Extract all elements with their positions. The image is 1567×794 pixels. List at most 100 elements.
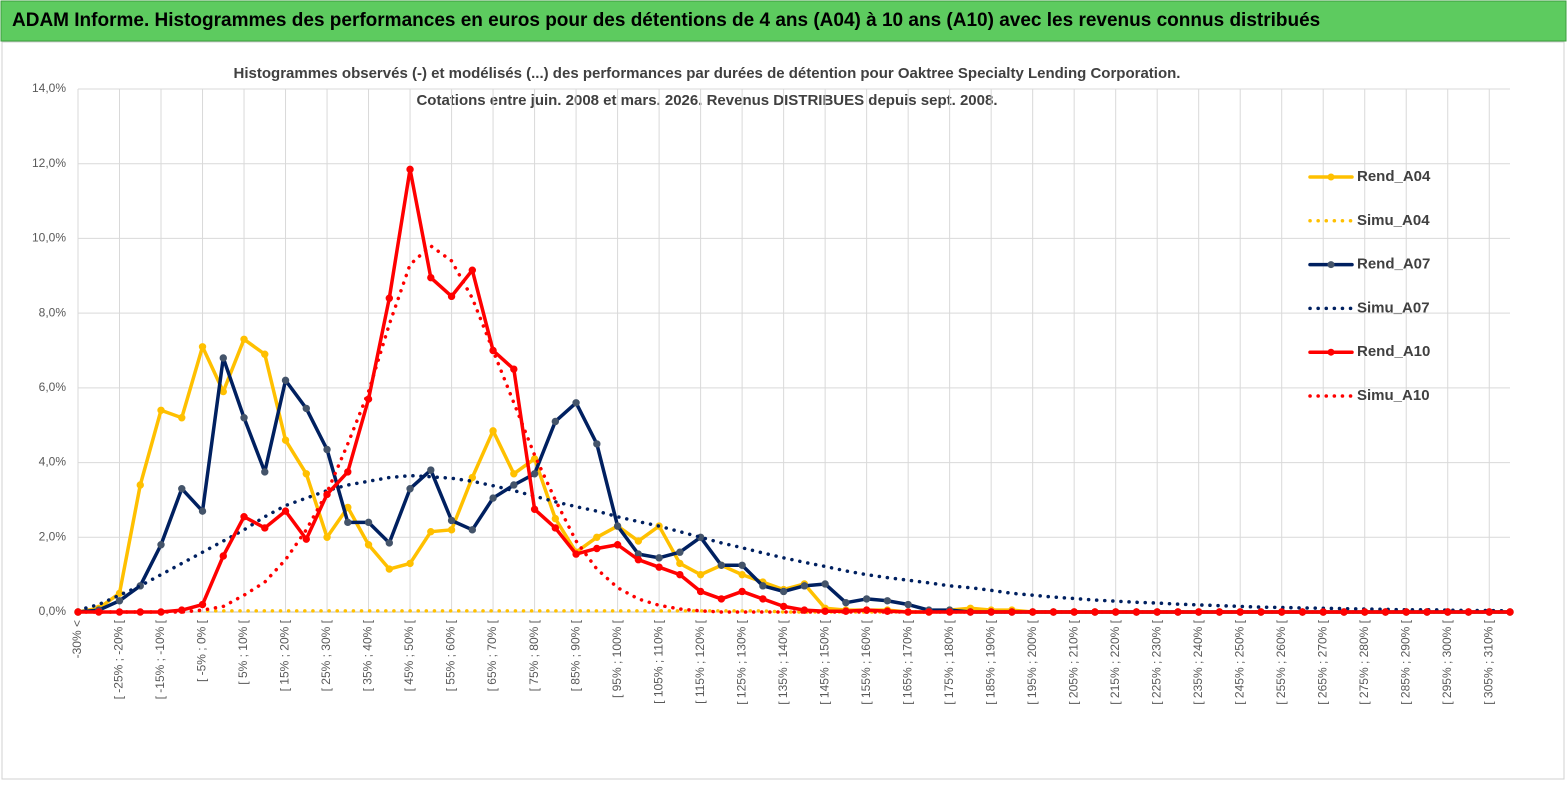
data-point xyxy=(468,266,477,274)
data-point xyxy=(219,354,227,362)
y-tick-label: 14,0% xyxy=(32,81,66,95)
data-point xyxy=(738,587,746,596)
data-point xyxy=(551,417,560,426)
data-point xyxy=(842,598,850,607)
data-point xyxy=(302,404,310,413)
x-tick-label: [ 305% ; 310% [ xyxy=(1481,619,1495,704)
data-point xyxy=(489,494,497,502)
data-point xyxy=(510,365,518,373)
legend-marker xyxy=(1327,173,1335,181)
data-point xyxy=(198,600,207,609)
y-tick-label: 0,0% xyxy=(39,604,67,618)
data-point xyxy=(447,516,456,525)
data-point xyxy=(572,550,580,558)
data-point xyxy=(240,335,248,343)
data-point xyxy=(655,563,663,571)
data-point xyxy=(613,541,622,549)
data-point xyxy=(717,561,726,570)
data-point xyxy=(281,507,290,515)
header-bar xyxy=(0,0,1567,42)
data-point xyxy=(198,507,207,515)
legend-label: Rend_A07 xyxy=(1357,256,1430,273)
x-tick-label: [ 105% ; 110% [ xyxy=(651,619,665,703)
data-point xyxy=(613,522,622,530)
data-point xyxy=(489,427,497,435)
x-tick-label: [ 115% ; 120% [ xyxy=(693,619,707,703)
x-tick-label: [ 215% ; 220% [ xyxy=(1108,619,1122,704)
x-tick-label: [ 285% ; 290% [ xyxy=(1398,619,1412,704)
x-tick-label: [ 155% ; 160% [ xyxy=(859,619,873,704)
data-point xyxy=(427,273,435,282)
data-point xyxy=(427,527,435,536)
x-tick-label: [ 85% ; 90% [ xyxy=(568,619,582,691)
x-tick-label: [ 65% ; 70% [ xyxy=(485,619,499,691)
data-point xyxy=(510,470,518,478)
legend-marker xyxy=(1327,348,1335,356)
data-point xyxy=(447,292,456,301)
data-point xyxy=(593,533,601,541)
data-point xyxy=(302,470,310,478)
x-tick-label: [ 265% ; 270% [ xyxy=(1315,619,1329,704)
data-point xyxy=(344,468,352,476)
x-tick-label: [ 95% ; 100% [ xyxy=(610,619,624,698)
x-tick-label: [ 25% ; 30% [ xyxy=(319,619,333,691)
x-tick-label: [ 225% ; 230% [ xyxy=(1149,619,1163,704)
x-tick-label: [ 165% ; 170% [ xyxy=(900,619,914,704)
x-tick-label: [ 45% ; 50% [ xyxy=(402,619,416,691)
data-point xyxy=(240,513,248,521)
data-point xyxy=(572,399,580,407)
y-tick-label: 8,0% xyxy=(39,305,67,319)
legend-label: Rend_A04 xyxy=(1357,168,1431,185)
x-tick-label: [ 205% ; 210% [ xyxy=(1066,619,1080,704)
data-point xyxy=(406,559,414,568)
data-point xyxy=(115,597,124,605)
data-point xyxy=(447,526,456,534)
data-point xyxy=(696,570,705,579)
data-point xyxy=(738,570,746,579)
x-tick-label: [ 55% ; 60% [ xyxy=(444,619,458,691)
x-tick-label: [ 245% ; 250% [ xyxy=(1232,619,1246,704)
data-point xyxy=(883,607,892,615)
x-tick-label: [ -15% ; -10% [ xyxy=(153,619,167,699)
series-line xyxy=(76,244,1512,614)
y-tick-label: 2,0% xyxy=(39,529,67,543)
data-point xyxy=(261,468,269,476)
y-tick-label: 12,0% xyxy=(32,156,66,170)
data-point xyxy=(883,597,892,605)
data-point xyxy=(385,294,394,302)
y-tick-label: 4,0% xyxy=(39,455,67,469)
data-point xyxy=(261,350,269,358)
data-point xyxy=(655,554,663,562)
data-point xyxy=(676,570,684,579)
chart-border xyxy=(1,41,1565,780)
data-point xyxy=(904,600,912,609)
x-tick-label: [ 255% ; 260% [ xyxy=(1274,619,1288,704)
data-point xyxy=(634,537,643,545)
data-point xyxy=(800,582,809,590)
data-point xyxy=(178,485,186,493)
x-tick-label: [ -5% ; 0% [ xyxy=(195,619,209,682)
data-point xyxy=(323,445,331,454)
data-point xyxy=(676,548,684,556)
data-point xyxy=(406,485,414,493)
y-tick-label: 10,0% xyxy=(32,231,66,245)
data-point xyxy=(551,524,560,532)
data-point xyxy=(468,526,477,534)
data-point xyxy=(738,561,746,570)
x-tick-label: [ 235% ; 240% [ xyxy=(1191,619,1205,704)
legend-label: Simu_A10 xyxy=(1357,387,1430,404)
data-point xyxy=(261,524,269,532)
data-point xyxy=(136,481,144,489)
series-line xyxy=(76,473,1512,613)
data-point xyxy=(385,539,394,547)
data-point xyxy=(676,559,684,568)
data-point xyxy=(593,544,601,553)
data-point xyxy=(178,414,186,422)
x-tick-label: [ 295% ; 300% [ xyxy=(1440,619,1454,704)
legend-label: Rend_A10 xyxy=(1357,343,1430,360)
chart-title: Histogrammes observés (-) et modélisés (… xyxy=(234,65,1181,82)
data-point xyxy=(302,535,310,543)
data-point xyxy=(219,387,227,396)
